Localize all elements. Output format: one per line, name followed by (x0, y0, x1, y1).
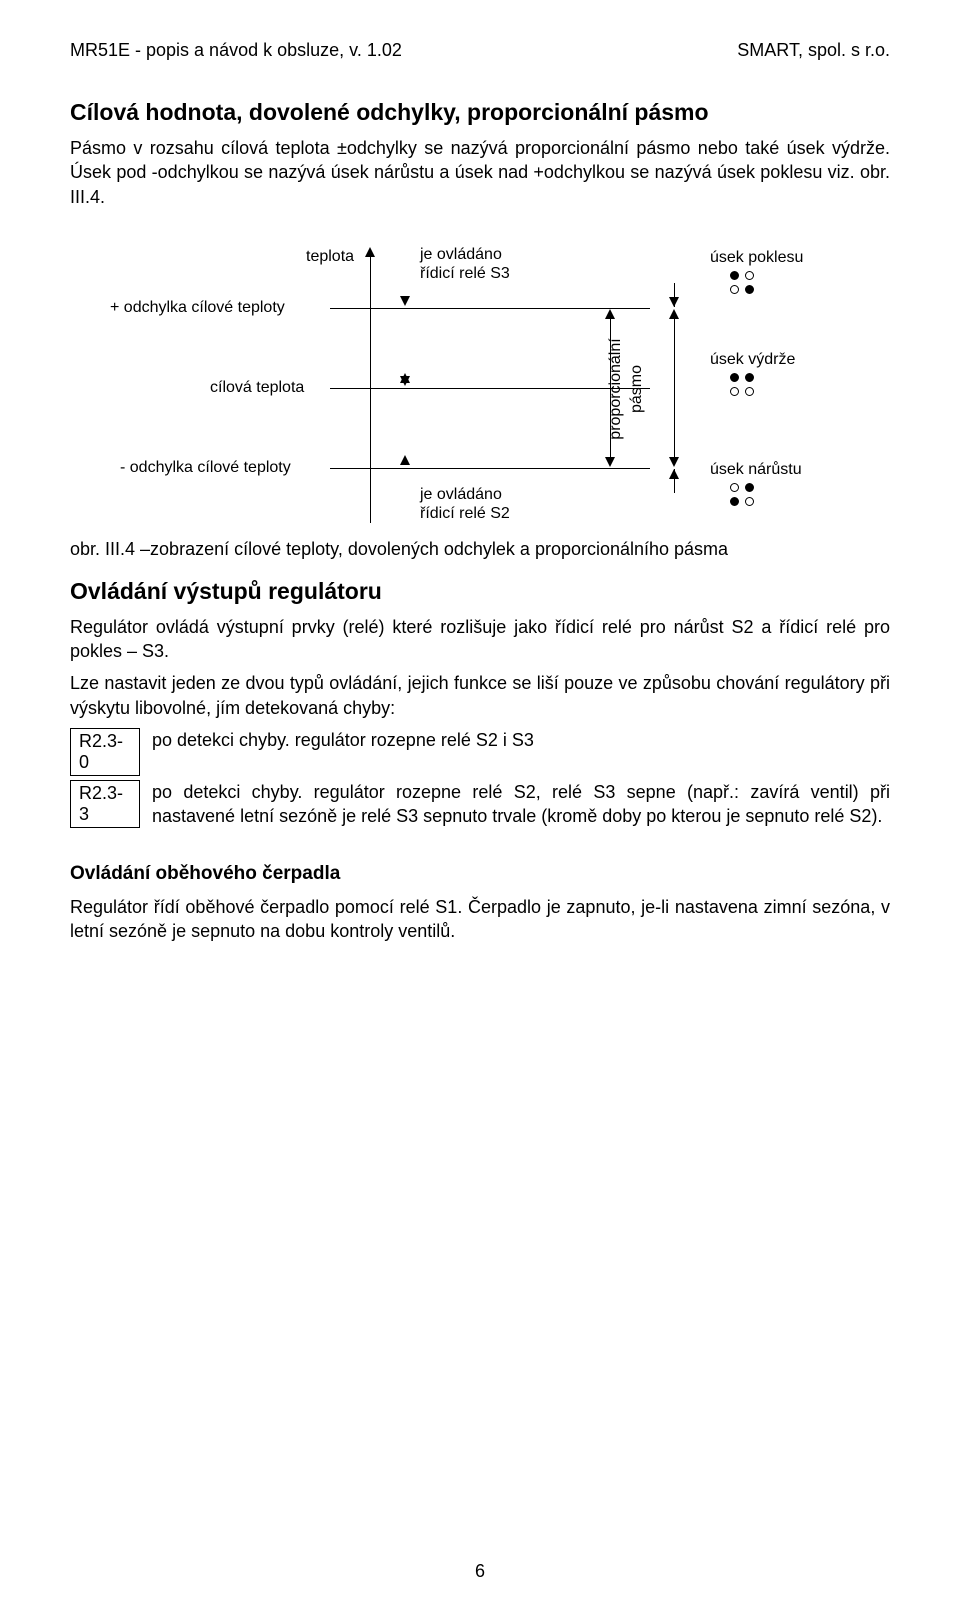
param-code-1: R2.3-3 (70, 780, 140, 828)
leds-poklesu-1 (730, 271, 754, 280)
leds-vydrze-2 (730, 387, 754, 396)
diagram-caption: obr. III.4 –zobrazení cílové teploty, do… (70, 539, 890, 560)
section2-title: Ovládání výstupů regulátoru (70, 578, 890, 605)
leds-narustu-1 (730, 483, 754, 492)
lbl-prop: proporcionální (607, 319, 625, 459)
lbl-ovladano-s2: je ovládáno řídicí relé S2 (420, 485, 510, 523)
lbl-plus-odch: + odchylka cílové teploty (110, 299, 285, 317)
lbl-cilova: cílová teplota (210, 379, 304, 397)
lbl-poklesu: úsek poklesu (710, 249, 803, 267)
header-left: MR51E - popis a návod k obsluze, v. 1.02 (70, 40, 402, 61)
page-number: 6 (0, 1561, 960, 1582)
section2-p2: Lze nastavit jeden ze dvou typů ovládání… (70, 671, 890, 720)
leds-vydrze-1 (730, 373, 754, 382)
section3-title: Ovládání oběhového čerpadla (70, 863, 890, 885)
param-row: R2.3-3 po detekci chyby. regulátor rozep… (70, 780, 890, 829)
leds-poklesu-2 (730, 285, 754, 294)
lbl-pasmo: pásmo (628, 354, 646, 424)
section1-title: Cílová hodnota, dovolené odchylky, propo… (70, 99, 890, 126)
param-row: R2.3-0 po detekci chyby. regulátor rozep… (70, 728, 890, 776)
diagram-proportional-band: teplota + odchylka cílové teploty cílová… (70, 223, 870, 533)
param-desc-1: po detekci chyby. regulátor rozepne relé… (152, 780, 890, 829)
lbl-teplota: teplota (306, 248, 354, 266)
section1-p1: Pásmo v rozsahu cílová teplota ±odchylky… (70, 136, 890, 209)
param-code-0: R2.3-0 (70, 728, 140, 776)
section3-p1: Regulátor řídí oběhové čerpadlo pomocí r… (70, 895, 890, 944)
lbl-narustu: úsek nárůstu (710, 461, 802, 479)
param-desc-0: po detekci chyby. regulátor rozepne relé… (152, 728, 890, 752)
section2-p1: Regulátor ovládá výstupní prvky (relé) k… (70, 615, 890, 664)
leds-narustu-2 (730, 497, 754, 506)
header-right: SMART, spol. s r.o. (737, 40, 890, 61)
lbl-minus-odch: - odchylka cílové teploty (120, 459, 291, 477)
lbl-ovladano-s3: je ovládáno řídicí relé S3 (420, 245, 510, 283)
lbl-vydrze: úsek výdrže (710, 351, 795, 369)
